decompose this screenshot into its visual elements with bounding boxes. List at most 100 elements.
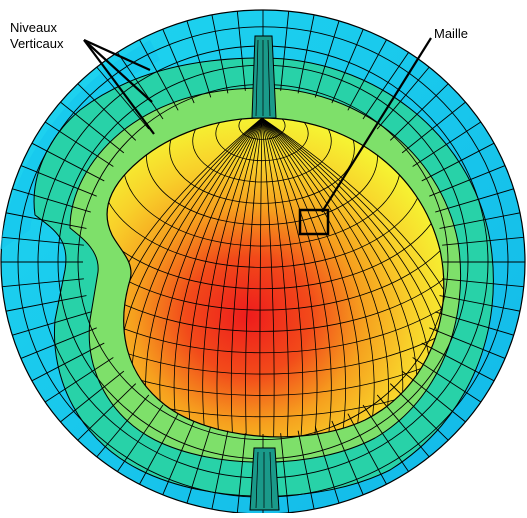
outer-mesh-spoke bbox=[3, 211, 87, 229]
outer-mesh-spoke bbox=[362, 49, 411, 120]
cell-pointer bbox=[321, 37, 432, 213]
outer-mesh-spoke bbox=[236, 433, 246, 514]
outer-mesh-spoke bbox=[210, 430, 229, 513]
outer-mesh-spoke bbox=[412, 357, 484, 405]
outer-mesh-spoke bbox=[9, 311, 91, 337]
outer-mesh-spoke bbox=[280, 433, 290, 514]
outer-mesh-spoke bbox=[1, 236, 84, 246]
core-mesh-meridian bbox=[261, 118, 347, 437]
outer-mesh-spoke bbox=[9, 187, 91, 213]
core-mesh-parallel bbox=[238, 118, 286, 140]
outer-mesh-spoke bbox=[401, 370, 469, 425]
core-mesh-parallel bbox=[107, 118, 444, 311]
north-polar-shaft bbox=[251, 35, 277, 119]
outer-mesh-spoke bbox=[376, 394, 432, 460]
outer-mesh-spoke bbox=[75, 81, 137, 141]
outer-mesh-spoke bbox=[389, 81, 451, 141]
core-mesh-meridian bbox=[261, 118, 289, 437]
outer-mesh-spoke bbox=[314, 17, 341, 98]
outer-mesh-spoke bbox=[94, 394, 150, 460]
outer-mesh-spoke bbox=[297, 430, 316, 513]
outer-mesh-spoke bbox=[280, 10, 290, 91]
outer-mesh-spoke bbox=[115, 404, 164, 475]
core-mesh-parallel bbox=[146, 118, 378, 226]
core-mesh-meridian bbox=[230, 118, 263, 437]
core-mesh-parallel bbox=[107, 118, 444, 418]
outer-mesh-spoke bbox=[442, 278, 525, 288]
outer-mesh-spoke bbox=[161, 26, 195, 104]
outer-mesh-spoke bbox=[347, 36, 389, 111]
outer-mesh-spoke bbox=[389, 383, 451, 443]
core-mesh-meridian bbox=[261, 118, 444, 437]
vertical-levels-label-line1: Niveaux bbox=[10, 20, 57, 35]
core-mesh-parallel bbox=[107, 118, 444, 354]
outer-mesh-spoke bbox=[376, 64, 432, 130]
vertical-levels-label-line2: Verticaux bbox=[10, 36, 64, 51]
outer-mesh-spoke bbox=[18, 327, 97, 361]
outer-mesh-spoke bbox=[57, 99, 125, 154]
outer-mesh-spoke bbox=[29, 342, 105, 383]
core-mesh-meridian bbox=[202, 118, 263, 437]
core-mesh-meridian bbox=[261, 118, 361, 437]
outer-mesh-spoke bbox=[115, 49, 164, 120]
outer-mesh-spoke bbox=[3, 295, 87, 313]
outer-mesh-spoke bbox=[57, 370, 125, 425]
core-mesh-meridian bbox=[245, 118, 263, 437]
outer-mesh-spoke bbox=[439, 295, 523, 313]
outer-mesh-spoke bbox=[347, 413, 389, 488]
vertical-levels-label: Niveaux Verticaux bbox=[10, 20, 63, 52]
core-mesh-meridian bbox=[187, 118, 263, 437]
outer-mesh-spoke bbox=[421, 141, 497, 182]
core bbox=[106, 117, 445, 438]
outer-mesh-spoke bbox=[429, 163, 508, 197]
outer-mesh-spoke bbox=[331, 420, 365, 498]
outer-mesh-spoke bbox=[1, 278, 84, 288]
outer-mesh-spoke bbox=[435, 311, 517, 337]
outer-mesh-spoke bbox=[210, 11, 229, 94]
outer-mesh-spoke bbox=[412, 119, 484, 167]
outer-mesh-spoke bbox=[439, 211, 523, 229]
core-mesh-parallel bbox=[107, 118, 444, 332]
cell-label: Maille bbox=[434, 26, 468, 41]
core-mesh-meridian bbox=[261, 118, 444, 437]
core-mesh-parallel bbox=[169, 118, 355, 204]
core-mesh-meridian bbox=[216, 118, 263, 437]
outer-mesh-spoke bbox=[161, 420, 195, 498]
outer-mesh-spoke bbox=[42, 357, 114, 405]
outer-mesh-spoke bbox=[401, 99, 469, 154]
outer-mesh-spoke bbox=[421, 342, 497, 383]
outer-mesh-spoke bbox=[297, 11, 316, 94]
outer-mesh-spoke bbox=[18, 163, 97, 197]
outer-mesh-spoke bbox=[362, 404, 411, 475]
core-mesh-meridian bbox=[261, 118, 304, 437]
core-mesh-parallel bbox=[107, 118, 444, 375]
outer-mesh-spoke bbox=[185, 426, 212, 507]
vertical-levels-pointers bbox=[83, 38, 155, 135]
highlighted-cell bbox=[298, 208, 330, 236]
outer-mesh-spoke bbox=[435, 187, 517, 213]
core-mesh-parallel bbox=[215, 118, 309, 162]
outer-mesh-spoke bbox=[314, 426, 341, 507]
core-mesh-meridian bbox=[261, 118, 375, 437]
outer-mesh-spoke bbox=[185, 17, 212, 98]
outer-mesh-spoke bbox=[236, 10, 246, 91]
outer-mesh-spoke bbox=[137, 36, 179, 111]
core-mesh-meridian bbox=[259, 118, 263, 437]
core-mesh-parallel bbox=[107, 118, 444, 290]
outer-mesh-spoke bbox=[29, 141, 105, 182]
core-mesh-parallel bbox=[107, 118, 444, 396]
core-mesh-meridian bbox=[261, 118, 318, 437]
outer-mesh-spoke bbox=[94, 64, 150, 130]
outer-mesh-spoke bbox=[331, 26, 365, 104]
core-mesh-parallel bbox=[192, 118, 332, 183]
outer-mesh-spoke bbox=[42, 119, 114, 167]
core-mesh-meridian bbox=[261, 118, 444, 437]
outer-mesh-spoke bbox=[75, 383, 137, 443]
outer-mesh-spoke bbox=[137, 413, 179, 488]
outer-mesh-spoke bbox=[429, 327, 508, 361]
core-mesh-meridian bbox=[261, 118, 332, 437]
core-mesh-meridian bbox=[261, 118, 275, 437]
outer-mesh-spoke bbox=[442, 236, 525, 246]
